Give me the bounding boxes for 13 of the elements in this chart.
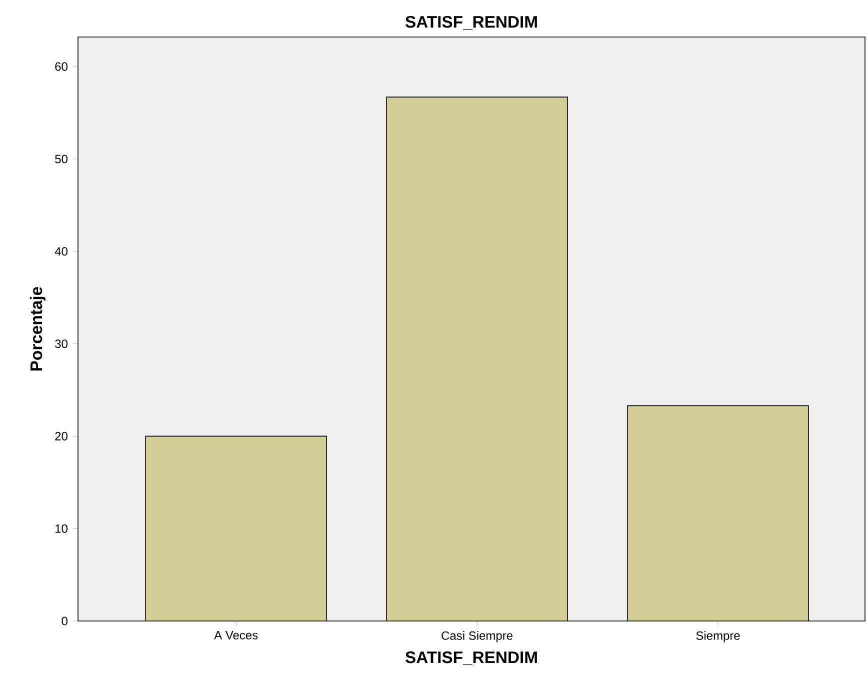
- y-tick-label: 10: [56, 524, 68, 533]
- y-tick-label: 60: [55, 62, 68, 71]
- chart-title: SATISF_RENDIM: [405, 16, 537, 30]
- y-tick-label: 30: [55, 340, 68, 348]
- x-axis-title: SATISF_RENDIM: [405, 651, 537, 666]
- y-tick-label: 40: [54, 247, 68, 256]
- x-tick-label: Siempre: [696, 631, 740, 642]
- x-tick-label: A Veces: [214, 631, 258, 640]
- y-tick-label: 20: [55, 432, 68, 440]
- y-axis-title: Porcentaje: [30, 286, 46, 370]
- y-tick-label: 50: [55, 154, 68, 164]
- x-tick-label: Casi Siempre: [442, 631, 513, 642]
- y-tick-label: 0: [62, 616, 68, 626]
